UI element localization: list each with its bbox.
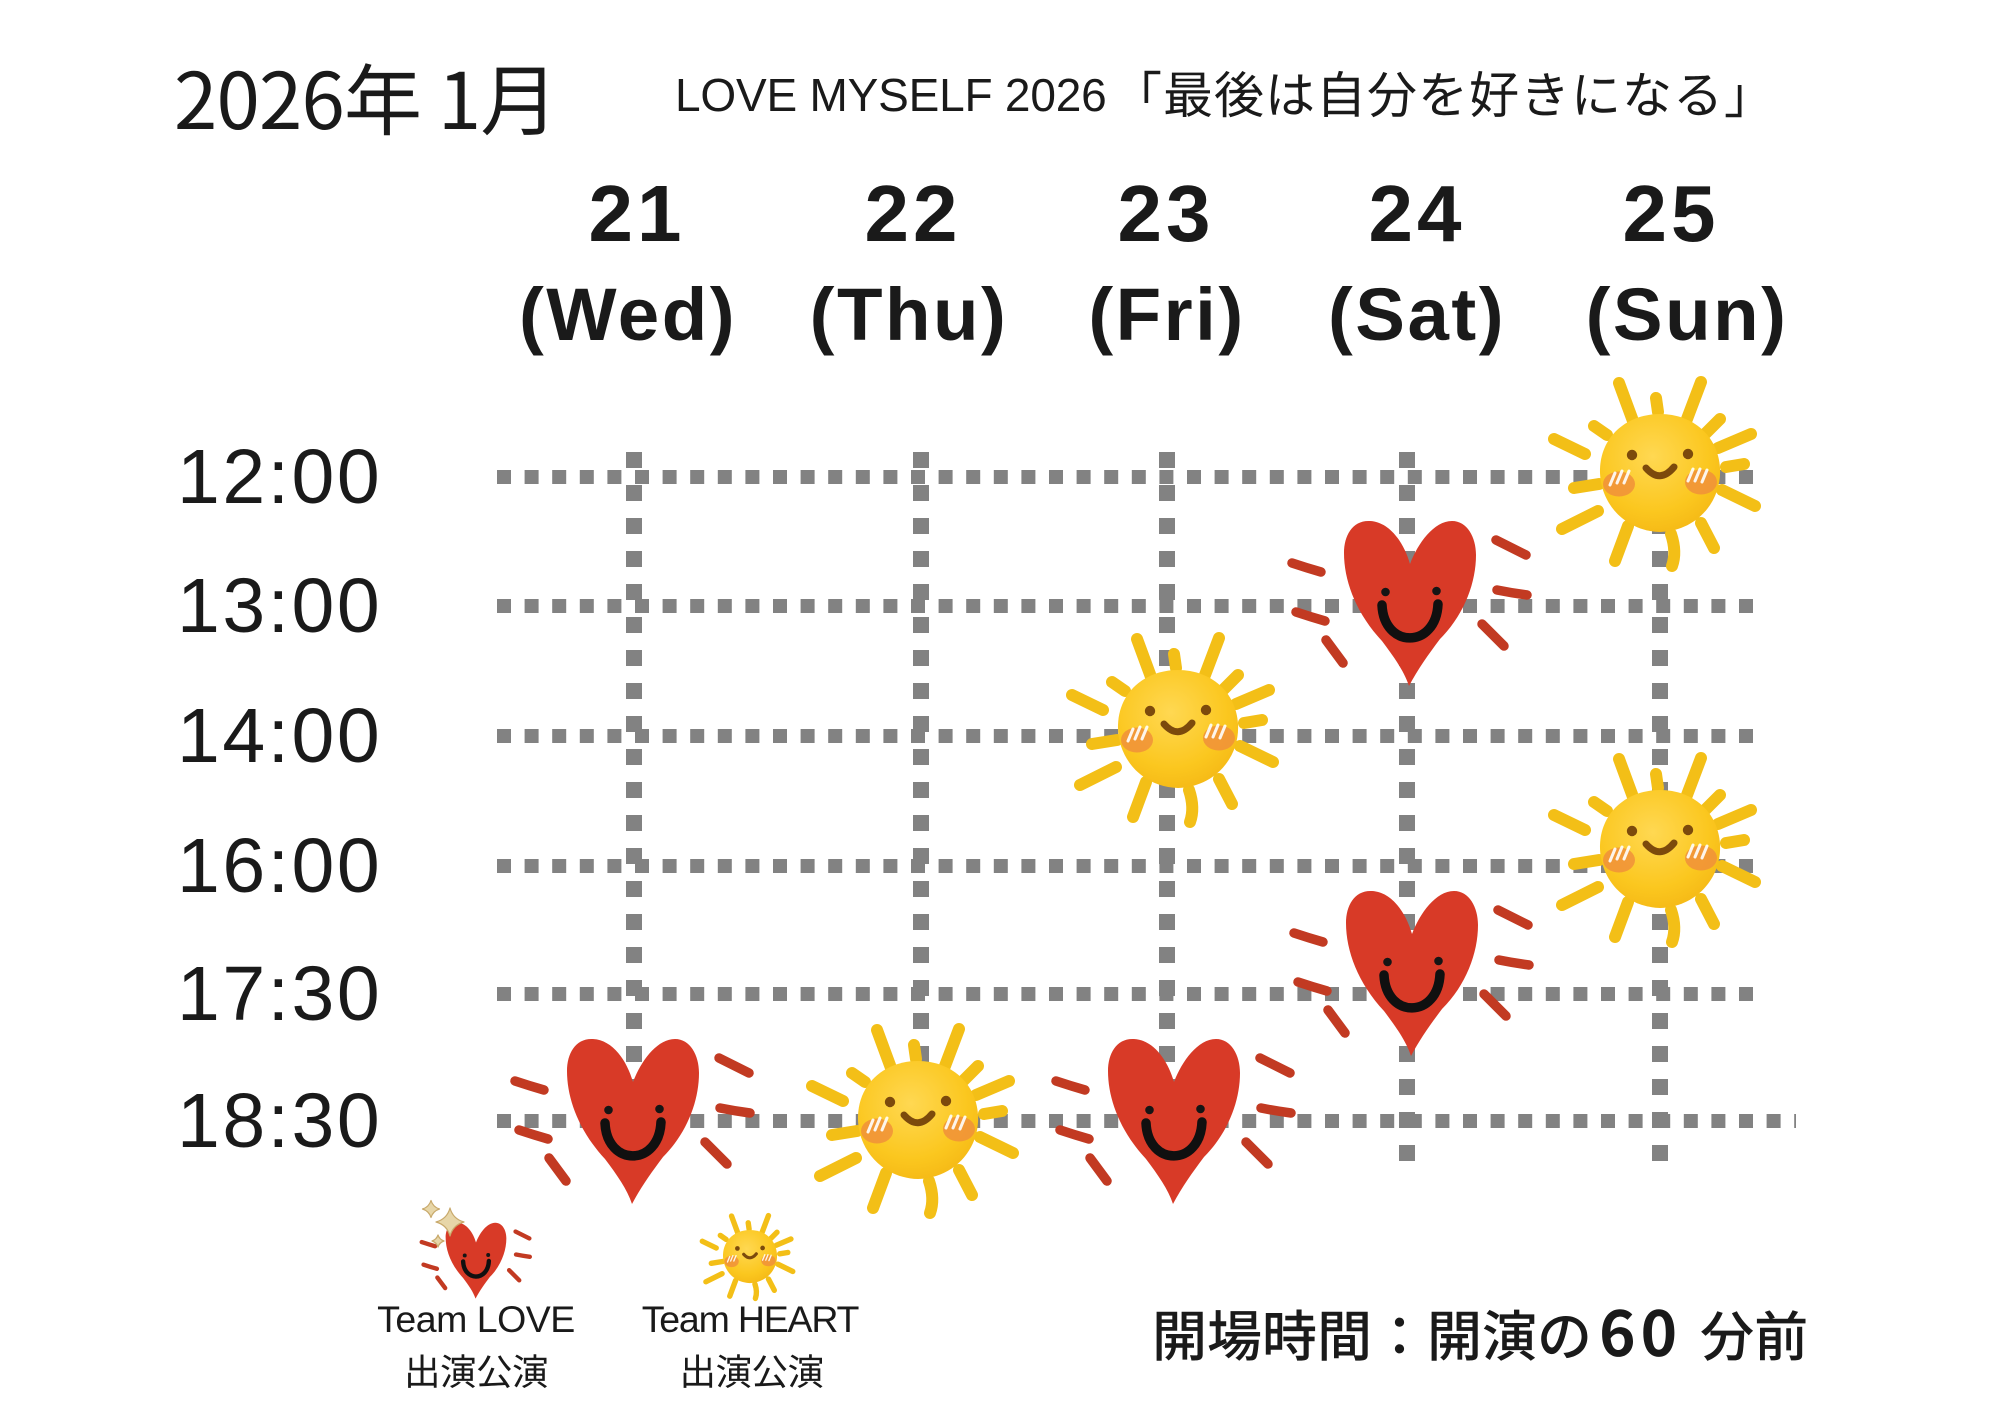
- svg-text:23: 23: [1118, 169, 1215, 258]
- svg-text:(Sat): (Sat): [1328, 273, 1506, 356]
- svg-text:13:00: 13:00: [177, 563, 382, 649]
- svg-text:(Thu): (Thu): [810, 273, 1009, 356]
- svg-text:(Wed): (Wed): [519, 273, 737, 356]
- svg-text:LOVE MYSELF 2026: LOVE MYSELF 2026: [675, 69, 1106, 121]
- svg-text:18:30: 18:30: [177, 1078, 382, 1164]
- svg-text:(Fri): (Fri): [1088, 273, 1245, 356]
- svg-text:21: 21: [589, 169, 686, 258]
- svg-text:17:30: 17:30: [177, 951, 382, 1037]
- svg-text:Team HEART: Team HEART: [642, 1298, 860, 1340]
- svg-text:24: 24: [1369, 169, 1466, 258]
- svg-text:Team LOVE: Team LOVE: [377, 1298, 575, 1340]
- svg-text:25: 25: [1623, 169, 1720, 258]
- svg-text:(Sun): (Sun): [1586, 273, 1789, 356]
- svg-text:14:00: 14:00: [177, 693, 382, 779]
- svg-text:12:00: 12:00: [177, 434, 382, 520]
- svg-text:22: 22: [865, 169, 962, 258]
- svg-text:16:00: 16:00: [177, 823, 382, 909]
